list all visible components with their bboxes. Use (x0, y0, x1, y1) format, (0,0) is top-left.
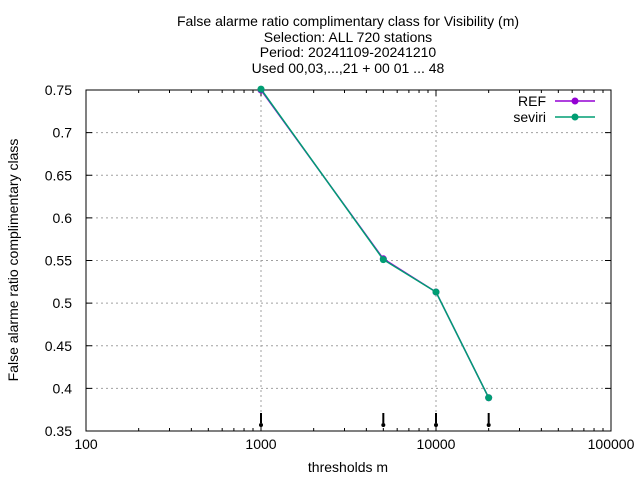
data-point-seviri (432, 288, 440, 296)
threshold-marker-dot (381, 423, 386, 427)
y-axis: 0.35 0.4 0.45 0.5 0.55 0.6 0.65 0.7 0.75 (45, 82, 611, 439)
title-line-2: Selection: ALL 720 stations (264, 29, 432, 45)
legend-label-seviri: seviri (513, 109, 546, 125)
y-tick-label: 0.65 (45, 167, 72, 183)
series-line-seviri (260, 88, 490, 399)
threshold-marker-dot (486, 423, 491, 427)
legend-label-ref: REF (518, 93, 546, 109)
legend-marker-ref (571, 97, 579, 105)
threshold-marker-dot (259, 423, 263, 427)
plot-frame (85, 89, 612, 432)
title-line-3: Period: 20241109-20241210 (260, 44, 437, 60)
grid (86, 90, 611, 431)
x-tick-label: 10000 (417, 436, 456, 452)
data-point-seviri (379, 256, 387, 264)
y-tick-label: 0.35 (45, 423, 72, 439)
series-group (257, 85, 493, 402)
data-point-seviri (485, 394, 493, 402)
y-tick-label: 0.6 (53, 210, 73, 226)
legend-marker-seviri (571, 113, 579, 121)
title-line-4: Used 00,03,...,21 + 00 01 ... 48 (252, 60, 445, 76)
x-tick-label: 100000 (588, 436, 635, 452)
x-tick-label: 100 (74, 436, 98, 452)
y-tick-label: 0.7 (53, 125, 73, 141)
bottom-markers (259, 413, 491, 427)
y-axis-label: False alarme ratio complimentary class (5, 139, 21, 382)
data-point-seviri (257, 85, 265, 93)
y-tick-label: 0.5 (53, 295, 73, 311)
threshold-marker-dot (434, 423, 438, 427)
y-tick-label: 0.4 (53, 380, 73, 396)
chart-title: False alarme ratio complimentary class f… (177, 13, 519, 76)
title-line-1: False alarme ratio complimentary class f… (177, 13, 519, 29)
y-tick-label: 0.45 (45, 338, 72, 354)
x-axis: 100 1000 10000 100000 (74, 90, 635, 452)
x-axis-label: thresholds m (308, 459, 388, 475)
y-tick-label: 0.75 (45, 82, 72, 98)
y-tick-label: 0.55 (45, 253, 72, 269)
x-tick-label: 1000 (245, 436, 276, 452)
